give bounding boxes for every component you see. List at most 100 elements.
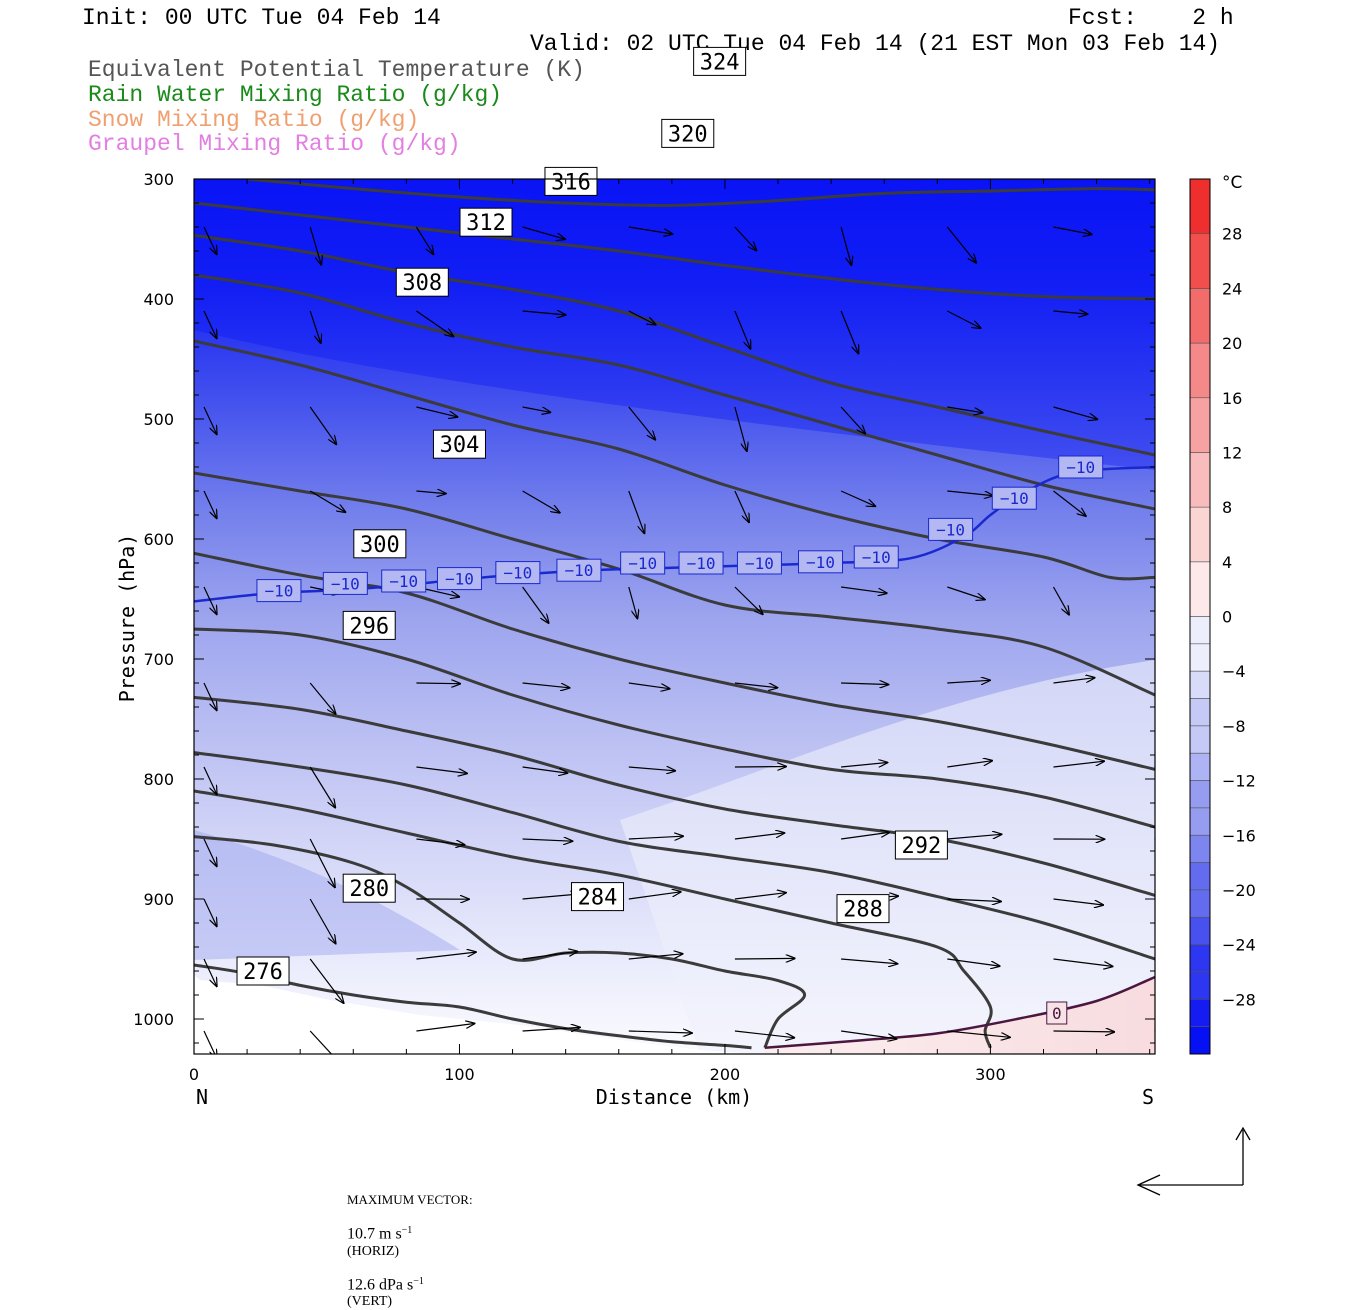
colorbar-tick-label: 28: [1222, 225, 1242, 244]
svg-text:−10: −10: [806, 553, 835, 572]
svg-text:324: 324: [700, 50, 740, 75]
colorbar-bin: [1190, 234, 1210, 289]
svg-text:284: 284: [578, 886, 618, 911]
temp-label-minus10: −10: [737, 552, 781, 574]
svg-text:−10: −10: [264, 582, 293, 601]
temp-label-minus10: −10: [557, 559, 601, 581]
wind-vector: [1154, 587, 1167, 629]
svg-text:296: 296: [349, 614, 389, 639]
theta-e-label-284: 284: [572, 883, 624, 911]
colorbar-tick-label: 4: [1222, 553, 1232, 572]
wind-vector: [1154, 311, 1191, 336]
max-horiz-value: 10.7 m s: [347, 1226, 402, 1243]
colorbar-bin: [1190, 617, 1210, 644]
y-tick-label: 400: [143, 290, 174, 309]
colorbar-tick-label: −12: [1222, 772, 1256, 791]
theta-e-label-316: 316: [545, 167, 597, 195]
x-end-label-south: S: [1142, 1085, 1154, 1109]
theta-e-label-304: 304: [433, 430, 485, 458]
temperature-shading: [194, 179, 1155, 1054]
colorbar-tick-label: −4: [1222, 662, 1246, 681]
colorbar-bin: [1190, 863, 1210, 890]
temp-label-minus10: −10: [382, 570, 426, 592]
svg-text:−10: −10: [1066, 458, 1095, 477]
x-tick-label: 0: [189, 1065, 199, 1084]
temp-label-minus10: −10: [1059, 456, 1103, 478]
colorbar-bin: [1190, 917, 1210, 944]
colorbar-bin: [1190, 972, 1210, 999]
theta-e-label-276: 276: [237, 957, 289, 985]
colorbar-tick-label: −28: [1222, 990, 1256, 1009]
colorbar-bin: [1190, 343, 1210, 398]
colorbar-bin: [1190, 835, 1210, 862]
svg-text:−10: −10: [389, 572, 418, 591]
theta-e-label-280: 280: [343, 874, 395, 902]
theta-e-label-292: 292: [895, 831, 947, 859]
max-horiz-unit: (HORIZ): [347, 1244, 399, 1259]
x-tick-label: 100: [444, 1065, 475, 1084]
temp-label-minus10: −10: [992, 487, 1036, 509]
wind-vector: [1154, 407, 1176, 443]
y-tick-label: 700: [143, 650, 174, 669]
max-vert-exponent: −1: [413, 1276, 424, 1287]
svg-text:320: 320: [668, 122, 708, 147]
svg-text:−10: −10: [331, 574, 360, 593]
colorbar-bin: [1190, 452, 1210, 507]
temp-label-minus10: −10: [323, 572, 367, 594]
colorbar-tick-label: −16: [1222, 826, 1256, 845]
colorbar-tick-label: 20: [1222, 334, 1242, 353]
svg-text:316: 316: [551, 170, 591, 195]
max-vert-unit: (VERT): [347, 1294, 392, 1309]
colorbar-unit: °C: [1222, 173, 1242, 193]
theta-e-label-296: 296: [343, 611, 395, 639]
svg-text:−10: −10: [687, 554, 716, 573]
y-tick-label: 500: [143, 410, 174, 429]
colorbar-tick-label: −8: [1222, 717, 1246, 736]
svg-text:−10: −10: [936, 520, 965, 539]
wind-vector: [735, 958, 795, 959]
svg-text:−10: −10: [745, 554, 774, 573]
max-vector-caption: MAXIMUM VECTOR: 10.7 m s−1 (HORIZ) 12.6 …: [340, 1176, 473, 1310]
y-tick-label: 600: [143, 530, 174, 549]
x-axis-title: Distance (km): [596, 1085, 753, 1109]
colorbar-tick-label: −20: [1222, 881, 1256, 900]
x-tick-label: 200: [710, 1065, 741, 1084]
temp-label-minus10: −10: [257, 580, 301, 602]
colorbar-bin: [1190, 890, 1210, 917]
wind-vector: [735, 767, 786, 768]
wind-vector: [1154, 227, 1186, 235]
theta-e-label-312: 312: [460, 208, 512, 236]
temp-label-minus10: −10: [496, 562, 540, 584]
colorbar-bin: [1190, 644, 1210, 671]
colorbar-bin: [1190, 562, 1210, 617]
colorbar-bin: [1190, 507, 1210, 562]
y-tick-label: 800: [143, 770, 174, 789]
temp-label-zero: 0: [1047, 1002, 1067, 1024]
temp-label-minus10: −10: [679, 552, 723, 574]
colorbar-tick-label: 0: [1222, 608, 1232, 627]
svg-text:304: 304: [440, 433, 480, 458]
temp-label-minus10: −10: [799, 551, 843, 573]
theta-e-label-324: 324: [694, 47, 746, 75]
x-end-label-north: N: [196, 1085, 208, 1109]
colorbar-tick-label: 12: [1222, 443, 1242, 462]
y-axis-title: Pressure (hPa): [115, 534, 139, 703]
colorbar-bin: [1190, 398, 1210, 453]
x-tick-label: 300: [975, 1065, 1006, 1084]
temp-label-minus10: −10: [854, 546, 898, 568]
svg-text:−10: −10: [628, 554, 657, 573]
colorbar-bin: [1190, 753, 1210, 780]
colorbar-bin: [1190, 179, 1210, 234]
y-tick-label: 900: [143, 890, 174, 909]
colorbar-bin: [1190, 288, 1210, 343]
colorbar-tick-label: 16: [1222, 389, 1242, 408]
svg-text:280: 280: [349, 877, 389, 902]
temp-label-minus10: −10: [437, 568, 481, 590]
theta-e-label-308: 308: [396, 268, 448, 296]
colorbar-tick-label: 24: [1222, 279, 1242, 298]
svg-text:0: 0: [1052, 1004, 1062, 1023]
colorbar-bin: [1190, 999, 1210, 1026]
svg-text:−10: −10: [1000, 489, 1029, 508]
svg-text:276: 276: [243, 960, 283, 985]
